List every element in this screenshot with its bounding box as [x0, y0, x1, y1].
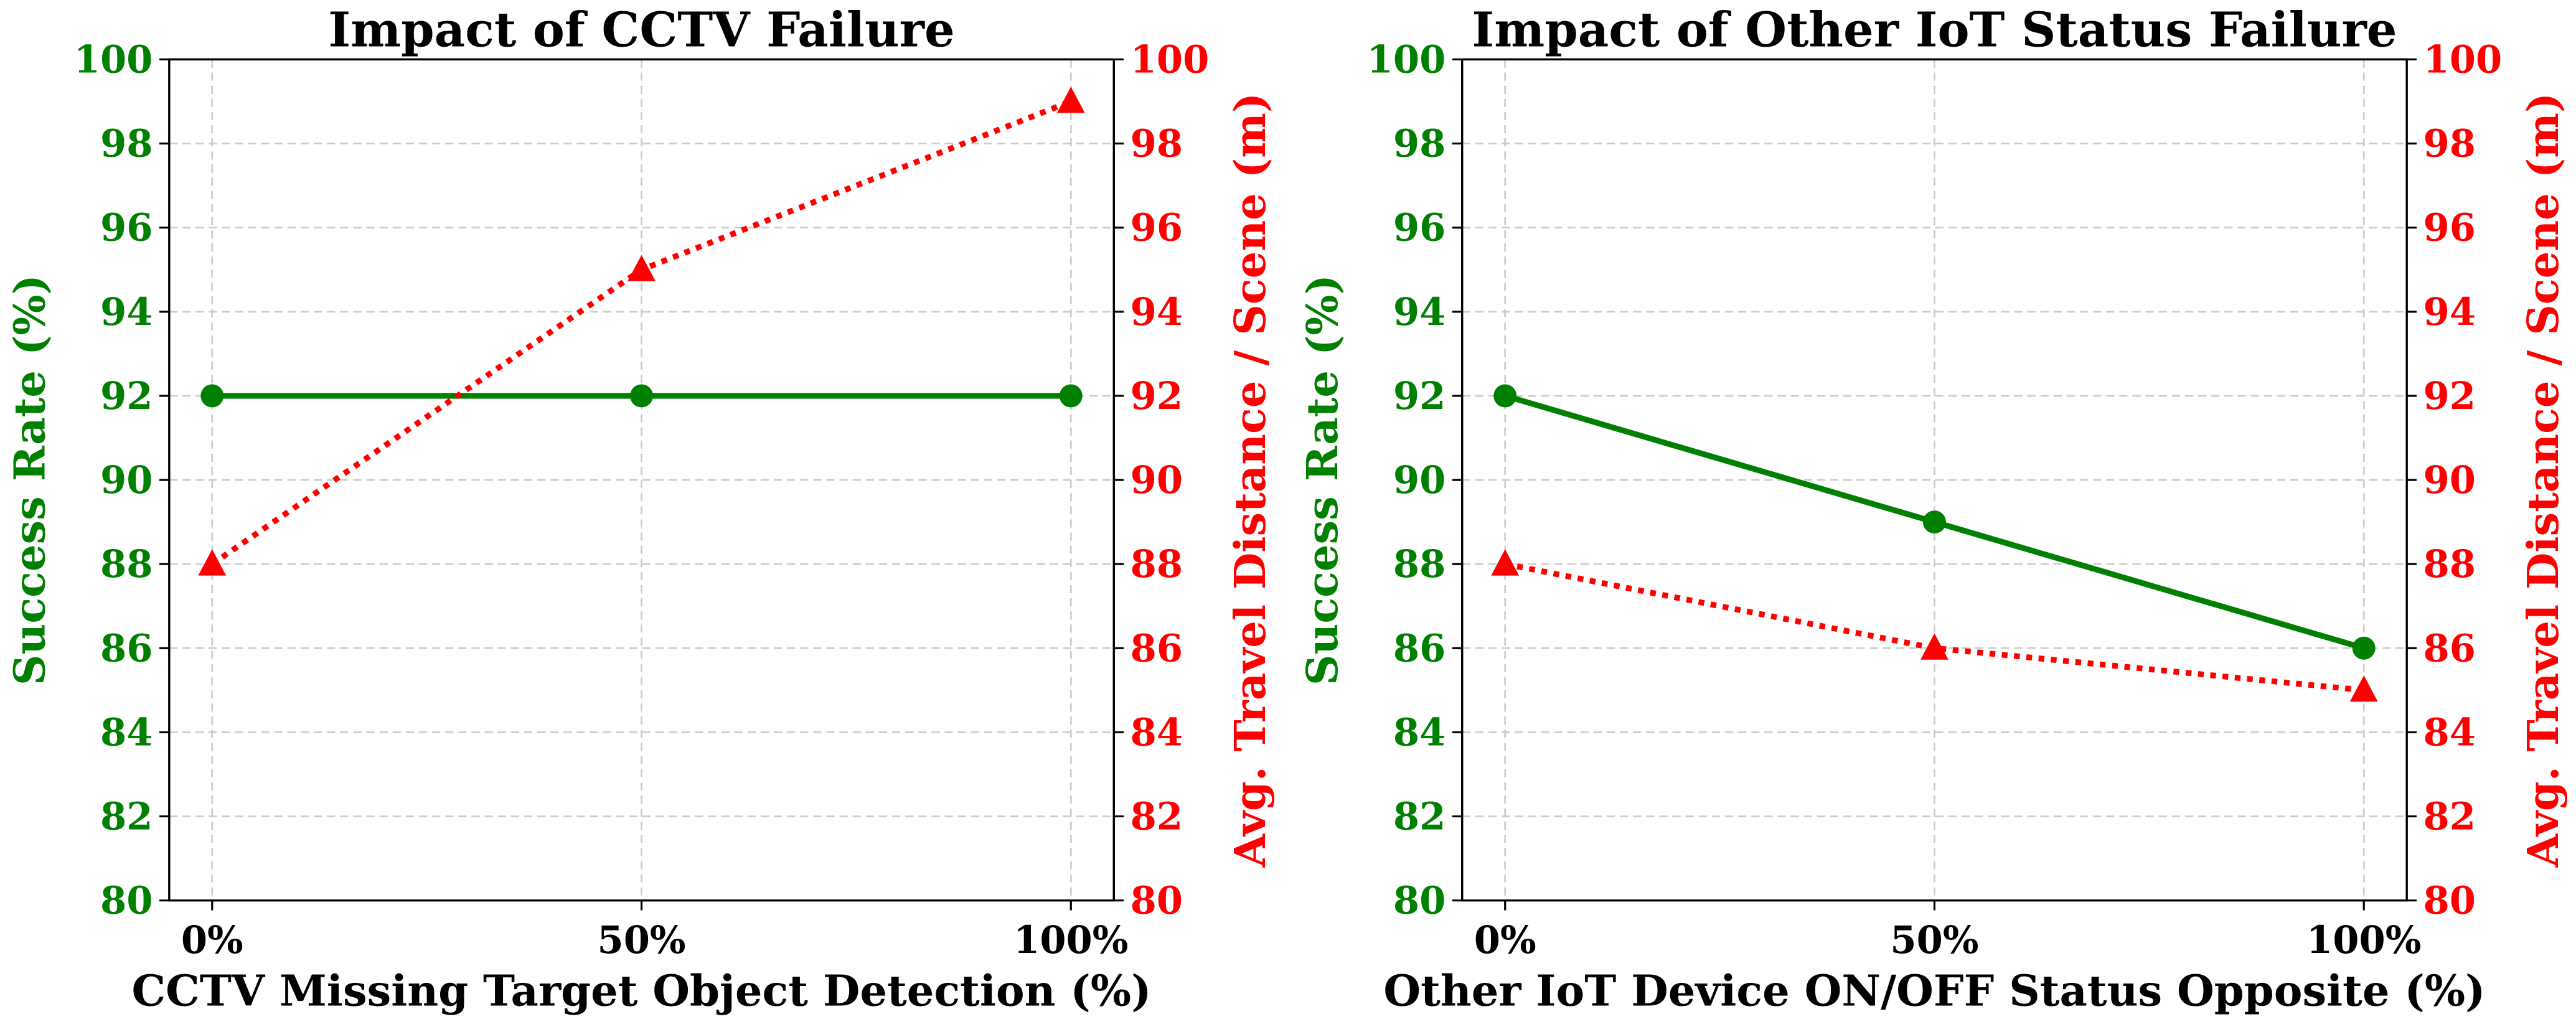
y2-tick-label: 96 — [2423, 206, 2476, 250]
x-tick-label: 50% — [597, 918, 685, 962]
x-axis-label: CCTV Missing Target Object Detection (%) — [132, 966, 1152, 1016]
travel-distance-point — [1056, 87, 1085, 113]
y2-tick-label: 80 — [1131, 879, 1183, 923]
success-rate-point — [200, 384, 224, 408]
travel-distance-point — [1491, 549, 1520, 576]
x-axis-label: Other IoT Device ON/OFF Status Opposite … — [1383, 966, 2485, 1016]
y-tick-label: 88 — [100, 542, 153, 586]
y2-tick-label: 94 — [2423, 290, 2476, 334]
y2-tick-label: 84 — [1131, 710, 1183, 754]
y-tick-label: 96 — [100, 206, 153, 250]
x-tick-label: 0% — [1474, 918, 1536, 962]
y2-tick-label: 86 — [1131, 626, 1183, 670]
y-tick-label: 86 — [1393, 626, 1445, 670]
chart-panel-2: 80 80 82 82 84 84 86 86 88 88 90 90 92 92 94 94 96 96 98 98… — [1298, 2, 2569, 1016]
success-rate-point — [630, 384, 654, 408]
y-tick-label: 80 — [100, 879, 153, 923]
y-tick-label: 98 — [1393, 122, 1445, 166]
y2-tick-label: 100 — [1131, 38, 1210, 82]
success-rate-point — [1493, 384, 1517, 408]
y-tick-label: 98 — [100, 122, 153, 166]
y2-tick-label: 84 — [2423, 710, 2476, 754]
success-rate-point — [1922, 510, 1946, 534]
y-axis-label: Success Rate (%) — [1298, 275, 1348, 685]
x-tick-label: 0% — [181, 918, 243, 962]
y2-tick-label: 88 — [1131, 542, 1183, 586]
y2-tick-label: 100 — [2423, 38, 2503, 82]
y2-tick-label: 82 — [2423, 795, 2476, 839]
y-tick-label: 94 — [1393, 290, 1445, 334]
y-tick-label: 88 — [1393, 542, 1445, 586]
y2-tick-label: 86 — [2423, 626, 2476, 670]
y2-tick-label: 96 — [1131, 206, 1183, 250]
travel-distance-point — [198, 549, 227, 576]
travel-distance-point — [1920, 633, 1948, 660]
x-tick-label: 50% — [1890, 918, 1978, 962]
y2-axis-label: Avg. Travel Distance / Scene (m) — [1226, 93, 1276, 868]
travel-distance-point — [2349, 675, 2378, 702]
y-tick-label: 100 — [74, 38, 153, 82]
y-tick-label: 92 — [100, 374, 153, 418]
y2-tick-label: 88 — [2423, 542, 2476, 586]
chart-panel-1: 80 80 82 82 84 84 86 86 88 88 90 90 92 92 94 94 96 96 98 98… — [5, 2, 1276, 1016]
chart-title: Impact of CCTV Failure — [328, 2, 954, 58]
y2-tick-label: 98 — [1131, 122, 1183, 166]
y-tick-label: 80 — [1393, 879, 1445, 923]
y-tick-label: 84 — [1393, 710, 1445, 754]
y2-tick-label: 94 — [1131, 290, 1183, 334]
y2-tick-label: 90 — [2423, 458, 2476, 502]
y2-tick-label: 80 — [2423, 879, 2476, 923]
y-axis-label: Success Rate (%) — [5, 275, 55, 685]
y2-tick-label: 82 — [1131, 795, 1183, 839]
y2-tick-label: 92 — [1131, 374, 1183, 418]
x-tick-label: 100% — [2306, 918, 2421, 962]
y-tick-label: 90 — [1393, 458, 1445, 502]
y2-tick-label: 90 — [1131, 458, 1183, 502]
travel-distance-point — [628, 255, 656, 281]
y-tick-label: 84 — [100, 710, 153, 754]
y-tick-label: 100 — [1367, 38, 1446, 82]
y-tick-label: 94 — [100, 290, 153, 334]
success-rate-point — [2352, 636, 2376, 660]
y2-axis-label: Avg. Travel Distance / Scene (m) — [2519, 93, 2569, 868]
chart-title: Impact of Other IoT Status Failure — [1472, 2, 2397, 58]
y-tick-label: 90 — [100, 458, 153, 502]
y-tick-label: 86 — [100, 626, 153, 670]
success-rate-point — [1059, 384, 1083, 408]
x-tick-label: 100% — [1013, 918, 1128, 962]
y2-tick-label: 98 — [2423, 122, 2476, 166]
y-tick-label: 82 — [1393, 795, 1445, 839]
y-tick-label: 92 — [1393, 374, 1445, 418]
y2-tick-label: 92 — [2423, 374, 2476, 418]
y-tick-label: 82 — [100, 795, 153, 839]
y-tick-label: 96 — [1393, 206, 1445, 250]
